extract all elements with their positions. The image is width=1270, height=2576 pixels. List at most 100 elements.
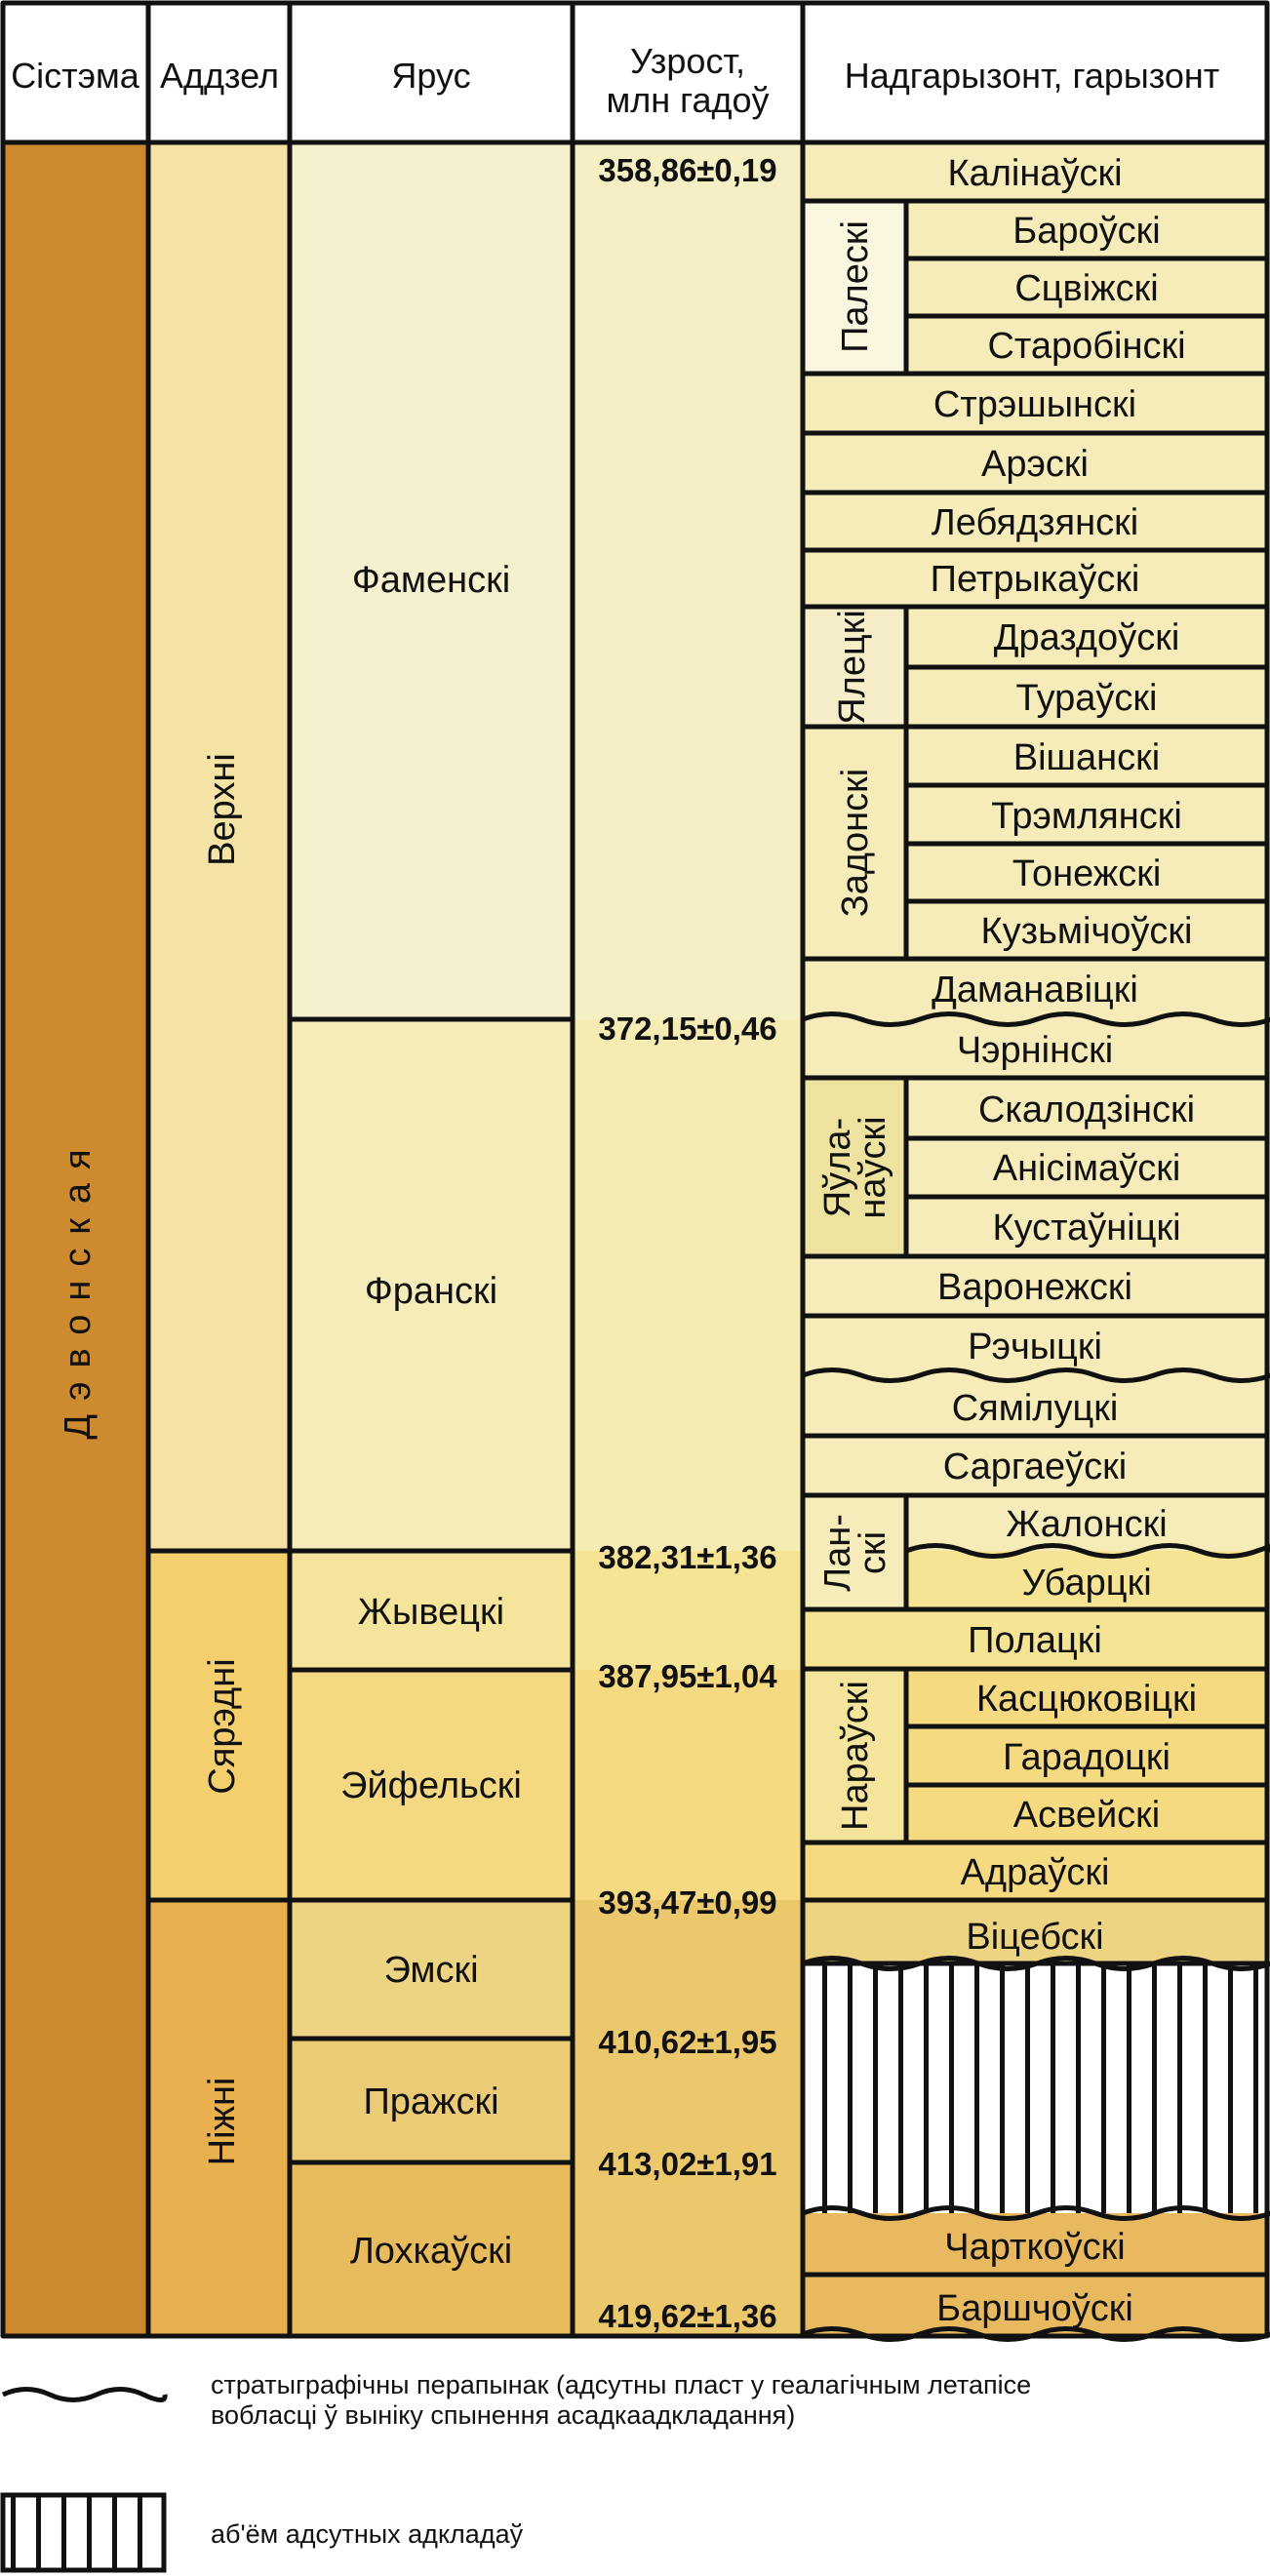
horizon-label: Бароўскі: [1012, 211, 1160, 252]
horizon-bg-ubartski: [906, 1551, 1267, 1609]
stage-label-lochkovian: Лохкаўскі: [350, 2231, 512, 2272]
age-cell-3: [573, 1551, 803, 1670]
series-cell-lower: [148, 1900, 290, 2336]
series-cell-middle: [148, 1551, 290, 1900]
horizon-label: Гарадоцкі: [1003, 1737, 1171, 1778]
superhorizon-label-narawski: Нараўскі: [835, 1681, 876, 1831]
horizon-bg-zhalonski: [906, 1495, 1267, 1551]
series-label-middle: Сярэдні: [202, 1658, 243, 1794]
stage-cell-lochkovian: [290, 2162, 573, 2336]
horizon-label: Саргаеўскі: [943, 1447, 1128, 1487]
horizon-label: Трэмлянскі: [991, 796, 1182, 837]
superhorizon-bg-zadonski: [803, 727, 906, 959]
horizon-bg-gap: [803, 1963, 1267, 2213]
series-cell-upper: [148, 142, 290, 1551]
grid-lines: [0, 0, 1270, 2339]
horizon-label: Чарткоўскі: [944, 2227, 1125, 2268]
wavy-line-famenian-base: [802, 1011, 1270, 1027]
age-label: 387,95±1,04: [598, 1658, 777, 1694]
age-cell-5: [573, 1900, 803, 2336]
superhorizon-label-lanski-2: скі: [853, 1531, 893, 1574]
horizon-label: Рэчыцкі: [968, 1327, 1102, 1367]
horizon-label: Анісімаўскі: [993, 1148, 1181, 1189]
wavy-line-gap-top: [802, 1956, 1270, 1971]
superhorizon-label-yaletski: Ялецкі: [832, 610, 873, 725]
horizon-label: Тураўскі: [1016, 678, 1158, 719]
stage-label-famenian: Фаменскі: [352, 560, 510, 601]
horizon-label: Даманавіцкі: [932, 970, 1138, 1011]
age-label: 372,15±0,46: [598, 1011, 776, 1047]
stage-label-givetian: Жывецкі: [358, 1592, 504, 1633]
horizon-label: Лебядзянскі: [932, 502, 1138, 543]
horizon-label: Вішанскі: [1013, 737, 1160, 778]
superhorizon-bg-yaletski: [803, 607, 906, 727]
header-stage: Ярус: [391, 56, 470, 96]
series-label-lower: Ніжні: [202, 2078, 243, 2166]
wavy-line-base: [802, 2326, 1270, 2342]
horizon-label: Кустаўніцкі: [992, 1208, 1180, 1248]
legend-wavy-symbol: [1, 2387, 168, 2402]
series-label-upper: Верхні: [202, 753, 243, 866]
horizon-label: Убарцкі: [1021, 1563, 1151, 1604]
age-label: 382,31±1,36: [598, 1539, 776, 1575]
header-horizon: Надгарызонт, гарызонт: [845, 56, 1220, 96]
horizon-bg-block1: [906, 201, 1267, 374]
superhorizon-label-yawlanawski-1: Яўла-: [817, 1118, 858, 1217]
age-label: 393,47±0,99: [598, 1884, 776, 1921]
wavy-line-gap-bottom: [802, 2205, 1270, 2221]
horizon-bg-polatski: [803, 1609, 1267, 1669]
legend-hatch-text: аб'ём адсутных адкладаў: [211, 2519, 524, 2549]
superhorizon-label-yawlanawski-2: наўскі: [853, 1116, 893, 1218]
horizon-label: Сямілуцкі: [952, 1388, 1119, 1429]
horizon-label: Стрэшынскі: [933, 384, 1136, 425]
horizon-label: Арэскі: [981, 444, 1089, 485]
horizon-label: Тонежскі: [1012, 853, 1162, 894]
legend-hatch-symbol: [0, 2492, 167, 2573]
horizon-label: Калінаўскі: [947, 153, 1122, 194]
horizon-label: Баршчоўскі: [936, 2288, 1133, 2329]
age-label: 358,86±0,19: [598, 152, 776, 188]
stage-label-frasnian: Франскі: [365, 1271, 497, 1312]
horizon-label: Кузьмічоўскі: [981, 911, 1193, 952]
stage-label-eifelian: Эйфельскі: [340, 1765, 522, 1806]
horizon-bg-narawski-block: [906, 1669, 1267, 1843]
wavy-line-rechytski: [802, 1367, 1270, 1383]
stage-label-pragian: Пражскі: [363, 2081, 498, 2122]
superhorizon-bg-yawlanawski: [803, 1078, 906, 1256]
system-cell: [3, 142, 148, 2336]
unconformity-lines: [802, 1011, 1270, 2342]
horizon-label: Петрыкаўскі: [931, 559, 1140, 600]
stage-cell-pragian: [290, 2039, 573, 2162]
stage-cell-eifelian: [290, 1670, 573, 1900]
horizon-label: Віцебскі: [966, 1917, 1103, 1958]
horizon-label: Старобінскі: [987, 326, 1185, 367]
horizon-label: Асвейскі: [1013, 1795, 1161, 1836]
age-cell-1: [573, 142, 803, 1019]
stage-label-emsian: Эмскі: [383, 1950, 478, 1991]
age-label: 419,62±1,36: [598, 2298, 776, 2334]
header-series: Аддзел: [160, 56, 279, 96]
horizon-bg-kalinaw: [803, 142, 1267, 201]
horizon-bg-adrawski: [803, 1843, 1267, 1900]
horizon-label: Касцюковіцкі: [976, 1679, 1197, 1720]
superhorizon-label-zadonski: Задонскі: [835, 769, 876, 917]
stage-cell-emsian: [290, 1900, 573, 2039]
horizon-bg-vitsebski: [803, 1900, 1267, 1963]
horizon-label: Полацкі: [968, 1620, 1102, 1661]
stage-cell-frasnian: [290, 1019, 573, 1551]
header-system: Сістэма: [11, 56, 140, 96]
superhorizon-bg-lanski: [803, 1495, 906, 1609]
header-age-line1: Узрост,: [630, 41, 745, 81]
horizon-label: Сцвіжскі: [1014, 268, 1158, 309]
age-cell-2: [573, 1019, 803, 1551]
horizon-label: Драздоўскі: [994, 617, 1180, 658]
wavy-line-lanski: [905, 1543, 1270, 1559]
system-label: Дэвонская: [58, 1135, 99, 1439]
legend-wavy-text-2: вобласці ў выніку спынення асадкаадклада…: [211, 2400, 795, 2430]
horizon-label: Варонежскі: [937, 1267, 1132, 1308]
horizon-label: Скалодзінскі: [978, 1090, 1195, 1130]
horizon-label: Жалонскі: [1006, 1504, 1167, 1545]
superhorizon-bg-paleski: [803, 201, 906, 374]
age-label: 413,02±1,91: [598, 2146, 776, 2182]
